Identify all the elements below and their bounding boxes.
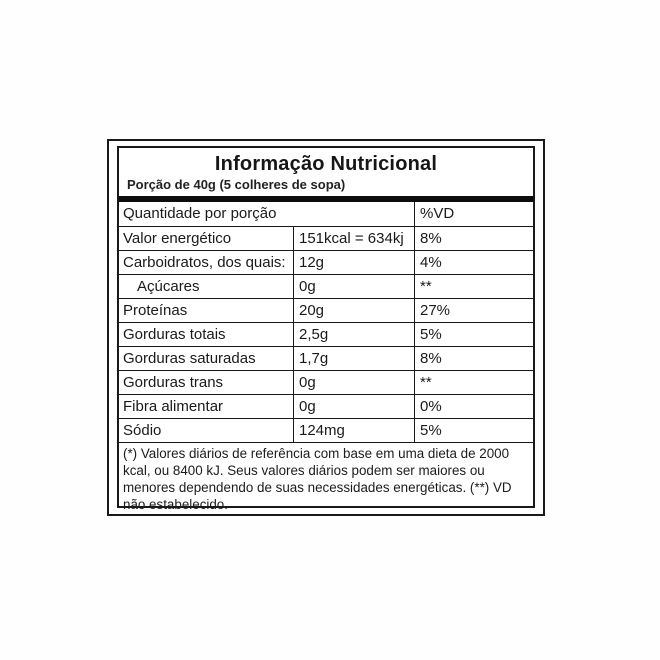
table-row-sodium: Sódio 124mg 5% bbox=[119, 418, 533, 442]
nutrient-amount: 124mg bbox=[293, 419, 414, 442]
nutrient-name: Sódio bbox=[123, 421, 162, 439]
nutrient-dv: ** bbox=[414, 275, 533, 298]
nutrient-name: Gorduras trans bbox=[123, 373, 224, 391]
quantity-column-header: Quantidade por porção bbox=[123, 205, 277, 222]
nutrient-dv: 8% bbox=[414, 227, 533, 250]
nutrient-name: Carboidratos, dos quais: bbox=[123, 253, 286, 271]
nutrient-dv: ** bbox=[414, 371, 533, 394]
nutrient-amount: 0g bbox=[293, 275, 414, 298]
nutrient-dv: 27% bbox=[414, 299, 533, 322]
table-row-energy: Valor energético 151kcal = 634kj 8% bbox=[119, 226, 533, 250]
nutrition-label-outer-frame: Informação Nutricional Porção de 40g (5 … bbox=[107, 139, 545, 516]
nutrient-name: Valor energético bbox=[123, 229, 232, 247]
nutrient-name: Proteínas bbox=[123, 301, 188, 319]
header-divider-bar bbox=[119, 196, 533, 202]
table-row-fiber: Fibra alimentar 0g 0% bbox=[119, 394, 533, 418]
nutrient-dv: 8% bbox=[414, 347, 533, 370]
nutrient-name: Fibra alimentar bbox=[123, 397, 224, 415]
dv-column-header: %VD bbox=[414, 202, 533, 226]
nutrient-name: Gorduras totais bbox=[123, 325, 226, 343]
nutrient-name: Gorduras saturadas bbox=[123, 349, 256, 367]
table-row-trans-fat: Gorduras trans 0g ** bbox=[119, 370, 533, 394]
nutrient-amount: 20g bbox=[293, 299, 414, 322]
nutrient-amount: 151kcal = 634kj bbox=[293, 227, 414, 250]
label-title: Informação Nutricional bbox=[214, 153, 438, 175]
table-row-carbs: Carboidratos, dos quais: 12g 4% bbox=[119, 250, 533, 274]
table-header-row: Quantidade por porção %VD bbox=[119, 202, 533, 226]
serving-size-text: Porção de 40g (5 colheres de sopa) bbox=[127, 177, 346, 192]
nutrient-dv: 5% bbox=[414, 323, 533, 346]
nutrient-dv: 4% bbox=[414, 251, 533, 274]
label-header: Informação Nutricional Porção de 40g (5 … bbox=[119, 148, 533, 196]
nutrient-dv: 0% bbox=[414, 395, 533, 418]
nutrient-amount: 0g bbox=[293, 371, 414, 394]
nutrition-label-inner-frame: Informação Nutricional Porção de 40g (5 … bbox=[117, 146, 535, 512]
table-row-protein: Proteínas 20g 27% bbox=[119, 298, 533, 322]
nutrient-name: Açúcares bbox=[137, 277, 200, 295]
daily-values-footnote: (*) Valores diários de referência com ba… bbox=[119, 442, 533, 515]
nutrient-dv: 5% bbox=[414, 419, 533, 442]
nutrition-table: Quantidade por porção %VD Valor energéti… bbox=[119, 202, 533, 442]
table-row-total-fat: Gorduras totais 2,5g 5% bbox=[119, 322, 533, 346]
table-row-sugars: Açúcares 0g ** bbox=[119, 274, 533, 298]
nutrient-amount: 0g bbox=[293, 395, 414, 418]
table-row-saturated-fat: Gorduras saturadas 1,7g 8% bbox=[119, 346, 533, 370]
nutrient-amount: 1,7g bbox=[293, 347, 414, 370]
nutrient-amount: 2,5g bbox=[293, 323, 414, 346]
nutrient-amount: 12g bbox=[293, 251, 414, 274]
